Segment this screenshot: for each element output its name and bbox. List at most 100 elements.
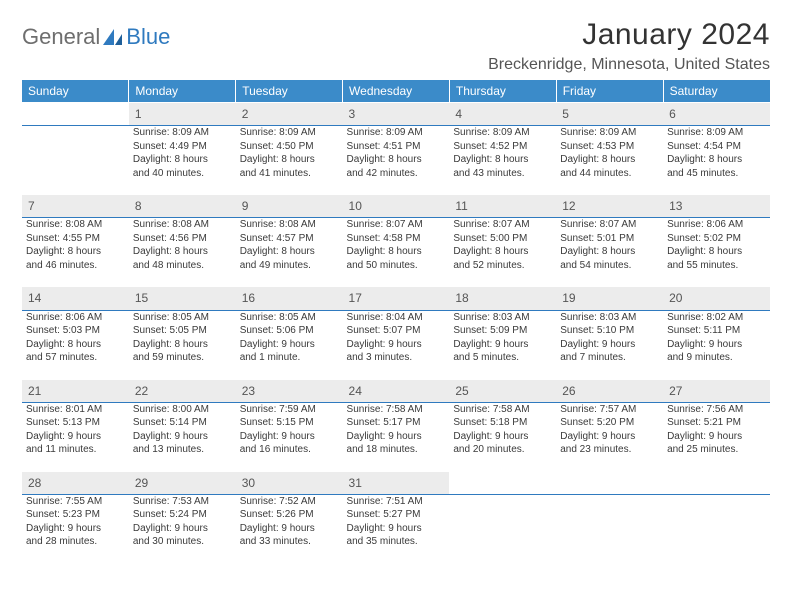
- daylight-text: and 30 minutes.: [133, 535, 232, 549]
- daylight-text: and 33 minutes.: [240, 535, 339, 549]
- sunset-text: Sunset: 4:51 PM: [347, 140, 446, 154]
- sunrise-text: Sunrise: 8:09 AM: [667, 126, 766, 140]
- day-number-cell: 17: [343, 287, 450, 310]
- day-number: 7: [28, 199, 35, 213]
- daynum-row: 28293031: [22, 471, 770, 494]
- day-cell: Sunrise: 8:08 AMSunset: 4:56 PMDaylight:…: [129, 218, 236, 281]
- daylight-text: and 35 minutes.: [347, 535, 446, 549]
- sunrise-text: Sunrise: 7:53 AM: [133, 495, 232, 509]
- week-row: Sunrise: 8:01 AMSunset: 5:13 PMDaylight:…: [22, 402, 770, 465]
- day-number-cell: 10: [343, 195, 450, 218]
- daylight-text: and 16 minutes.: [240, 443, 339, 457]
- daylight-text: Daylight: 9 hours: [453, 430, 552, 444]
- day-number-cell: 9: [236, 195, 343, 218]
- day-number-cell: 5: [556, 103, 663, 126]
- daylight-text: and 25 minutes.: [667, 443, 766, 457]
- week-row: Sunrise: 8:09 AMSunset: 4:49 PMDaylight:…: [22, 126, 770, 189]
- sunrise-text: Sunrise: 8:03 AM: [560, 311, 659, 325]
- day-number: 15: [135, 291, 148, 305]
- daynum-row: 78910111213: [22, 195, 770, 218]
- daylight-text: and 41 minutes.: [240, 167, 339, 181]
- sunset-text: Sunset: 5:03 PM: [26, 324, 125, 338]
- daylight-text: Daylight: 8 hours: [667, 153, 766, 167]
- calendar-table: Sunday Monday Tuesday Wednesday Thursday…: [22, 80, 770, 557]
- daylight-text: Daylight: 8 hours: [133, 245, 232, 259]
- day-number-cell: 29: [129, 471, 236, 494]
- day-cell: [22, 126, 129, 189]
- sunset-text: Sunset: 5:07 PM: [347, 324, 446, 338]
- sunset-text: Sunset: 5:10 PM: [560, 324, 659, 338]
- sunrise-text: Sunrise: 8:03 AM: [453, 311, 552, 325]
- daylight-text: Daylight: 9 hours: [453, 338, 552, 352]
- day-number: 12: [562, 199, 575, 213]
- day-number: 3: [349, 107, 356, 121]
- day-cell: Sunrise: 8:05 AMSunset: 5:06 PMDaylight:…: [236, 310, 343, 373]
- sunset-text: Sunset: 5:05 PM: [133, 324, 232, 338]
- daylight-text: Daylight: 9 hours: [133, 430, 232, 444]
- sunrise-text: Sunrise: 8:01 AM: [26, 403, 125, 417]
- daylight-text: Daylight: 9 hours: [347, 338, 446, 352]
- daylight-text: Daylight: 9 hours: [26, 522, 125, 536]
- day-cell: Sunrise: 8:09 AMSunset: 4:54 PMDaylight:…: [663, 126, 770, 189]
- day-number: 9: [242, 199, 249, 213]
- week-row: Sunrise: 8:06 AMSunset: 5:03 PMDaylight:…: [22, 310, 770, 373]
- daylight-text: and 43 minutes.: [453, 167, 552, 181]
- day-cell: Sunrise: 8:09 AMSunset: 4:50 PMDaylight:…: [236, 126, 343, 189]
- week-row: Sunrise: 7:55 AMSunset: 5:23 PMDaylight:…: [22, 494, 770, 557]
- day-number: 19: [562, 291, 575, 305]
- day-cell: Sunrise: 8:03 AMSunset: 5:09 PMDaylight:…: [449, 310, 556, 373]
- daylight-text: and 13 minutes.: [133, 443, 232, 457]
- day-cell: Sunrise: 8:09 AMSunset: 4:53 PMDaylight:…: [556, 126, 663, 189]
- day-number: 20: [669, 291, 682, 305]
- day-cell: Sunrise: 8:09 AMSunset: 4:49 PMDaylight:…: [129, 126, 236, 189]
- daylight-text: Daylight: 9 hours: [560, 430, 659, 444]
- sunset-text: Sunset: 5:21 PM: [667, 416, 766, 430]
- daylight-text: Daylight: 9 hours: [240, 430, 339, 444]
- day-number-cell: 12: [556, 195, 663, 218]
- day-number-cell: 24: [343, 379, 450, 402]
- day-number: 27: [669, 384, 682, 398]
- sunrise-text: Sunrise: 8:07 AM: [560, 218, 659, 232]
- sunset-text: Sunset: 4:54 PM: [667, 140, 766, 154]
- sunrise-text: Sunrise: 8:07 AM: [347, 218, 446, 232]
- weekday-header: Tuesday: [236, 80, 343, 103]
- day-number-cell: 7: [22, 195, 129, 218]
- day-cell: Sunrise: 8:09 AMSunset: 4:52 PMDaylight:…: [449, 126, 556, 189]
- daylight-text: Daylight: 9 hours: [667, 338, 766, 352]
- day-cell: Sunrise: 8:08 AMSunset: 4:55 PMDaylight:…: [22, 218, 129, 281]
- daylight-text: Daylight: 8 hours: [560, 153, 659, 167]
- daylight-text: and 1 minute.: [240, 351, 339, 365]
- sunrise-text: Sunrise: 8:09 AM: [347, 126, 446, 140]
- sunrise-text: Sunrise: 8:06 AM: [667, 218, 766, 232]
- sunrise-text: Sunrise: 8:04 AM: [347, 311, 446, 325]
- sunrise-text: Sunrise: 8:05 AM: [240, 311, 339, 325]
- sunrise-text: Sunrise: 8:09 AM: [453, 126, 552, 140]
- sunrise-text: Sunrise: 8:05 AM: [133, 311, 232, 325]
- sunset-text: Sunset: 5:18 PM: [453, 416, 552, 430]
- daylight-text: Daylight: 9 hours: [26, 430, 125, 444]
- day-number-cell: 21: [22, 379, 129, 402]
- sunrise-text: Sunrise: 7:55 AM: [26, 495, 125, 509]
- daylight-text: Daylight: 8 hours: [240, 245, 339, 259]
- daylight-text: and 11 minutes.: [26, 443, 125, 457]
- weekday-header: Monday: [129, 80, 236, 103]
- daylight-text: and 54 minutes.: [560, 259, 659, 273]
- sunrise-text: Sunrise: 8:09 AM: [133, 126, 232, 140]
- daylight-text: and 9 minutes.: [667, 351, 766, 365]
- daylight-text: and 5 minutes.: [453, 351, 552, 365]
- daylight-text: Daylight: 8 hours: [453, 245, 552, 259]
- daylight-text: Daylight: 8 hours: [133, 153, 232, 167]
- day-number: 29: [135, 476, 148, 490]
- day-cell: [663, 494, 770, 557]
- day-number: 4: [455, 107, 462, 121]
- daylight-text: and 55 minutes.: [667, 259, 766, 273]
- weekday-header: Sunday: [22, 80, 129, 103]
- daylight-text: Daylight: 9 hours: [667, 430, 766, 444]
- day-cell: Sunrise: 8:07 AMSunset: 5:00 PMDaylight:…: [449, 218, 556, 281]
- daylight-text: Daylight: 8 hours: [26, 245, 125, 259]
- day-number-cell: 11: [449, 195, 556, 218]
- day-number-cell: 3: [343, 103, 450, 126]
- day-number: 10: [349, 199, 362, 213]
- sunrise-text: Sunrise: 8:07 AM: [453, 218, 552, 232]
- sunset-text: Sunset: 5:01 PM: [560, 232, 659, 246]
